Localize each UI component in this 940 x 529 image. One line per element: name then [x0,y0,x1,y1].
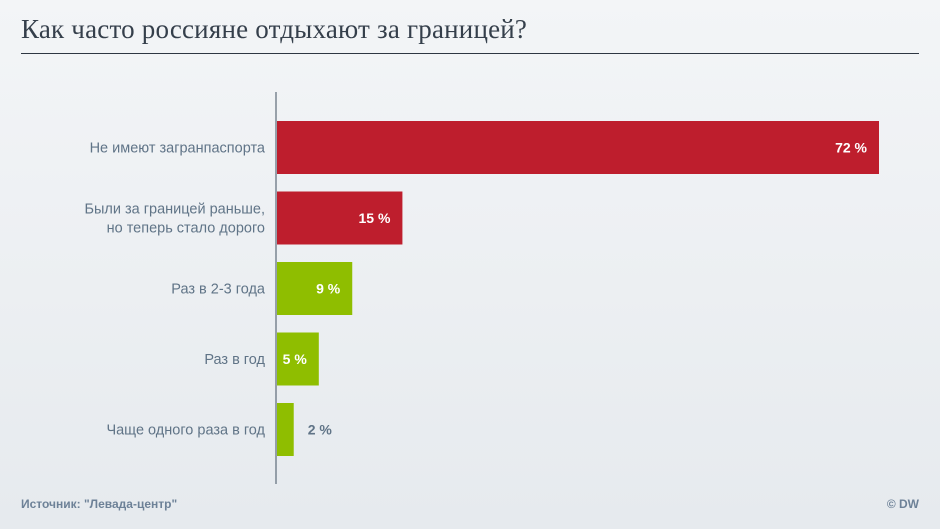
category-label-line: но теперь стало дорого [107,221,265,237]
category-labels: Не имеют загранпаспорта Были за границей … [84,141,265,439]
category-label: Были за границей раньше, но теперь стало … [84,202,265,237]
bar-4 [277,403,294,456]
copyright-note: © DW [886,497,919,511]
category-label-line: Раз в 2-3 года [171,282,266,298]
category-label-line: Не имеют загранпаспорта [90,141,266,157]
bar-0 [277,121,879,174]
chart-title: Как часто россияне отдыхают за границей? [21,14,528,44]
value-label: 15 % [358,210,390,226]
category-label: Раз в 2-3 года [171,282,266,298]
value-labels: 72 % 15 % 9 % 5 % 2 % [283,140,868,438]
category-label: Раз в год [204,352,265,368]
category-label-line: Раз в год [204,352,265,368]
bar-3 [277,332,319,386]
title-divider [21,53,919,54]
value-label: 72 % [835,140,867,156]
value-label: 5 % [283,351,308,367]
category-label-line: Чаще одного раза в год [106,423,265,439]
category-label: Чаще одного раза в год [106,423,265,439]
source-note: Источник: "Левада-центр" [21,497,178,511]
bar-2 [277,262,353,315]
bars [277,121,879,456]
value-label: 9 % [316,281,341,297]
category-label-line: Были за границей раньше, [84,202,265,218]
value-label: 2 % [308,422,333,438]
bar-1 [277,191,403,245]
category-label: Не имеют загранпаспорта [90,141,266,157]
